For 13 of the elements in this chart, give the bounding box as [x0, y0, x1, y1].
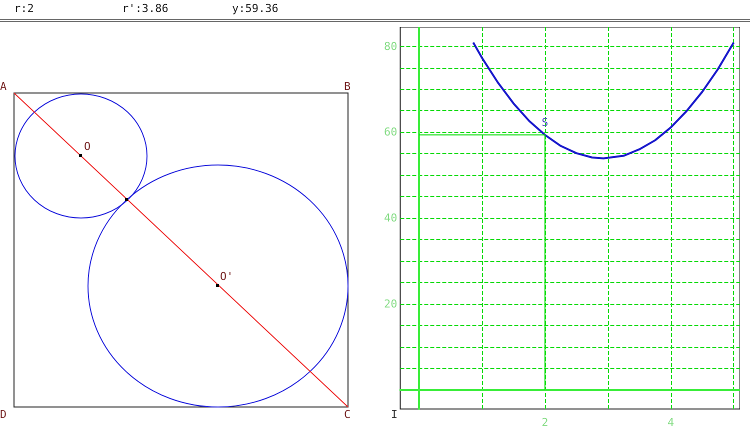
text: r':3.86: [122, 2, 168, 15]
y-tick-label: 80: [384, 40, 398, 53]
text: I: [391, 408, 398, 421]
text: y:59.36: [232, 2, 278, 15]
y-tick-label: 40: [384, 212, 398, 224]
line-series: [472, 41, 735, 160]
x-tick-label: 4: [667, 416, 674, 429]
x-tick-label: 2: [542, 416, 548, 429]
text: r:2: [14, 2, 34, 15]
y-tick-label: 60: [384, 126, 398, 139]
annotation: S: [542, 116, 548, 129]
geometry-figure: A B O O' D C: [0, 80, 351, 420]
y-tick-label: 20: [384, 297, 398, 310]
